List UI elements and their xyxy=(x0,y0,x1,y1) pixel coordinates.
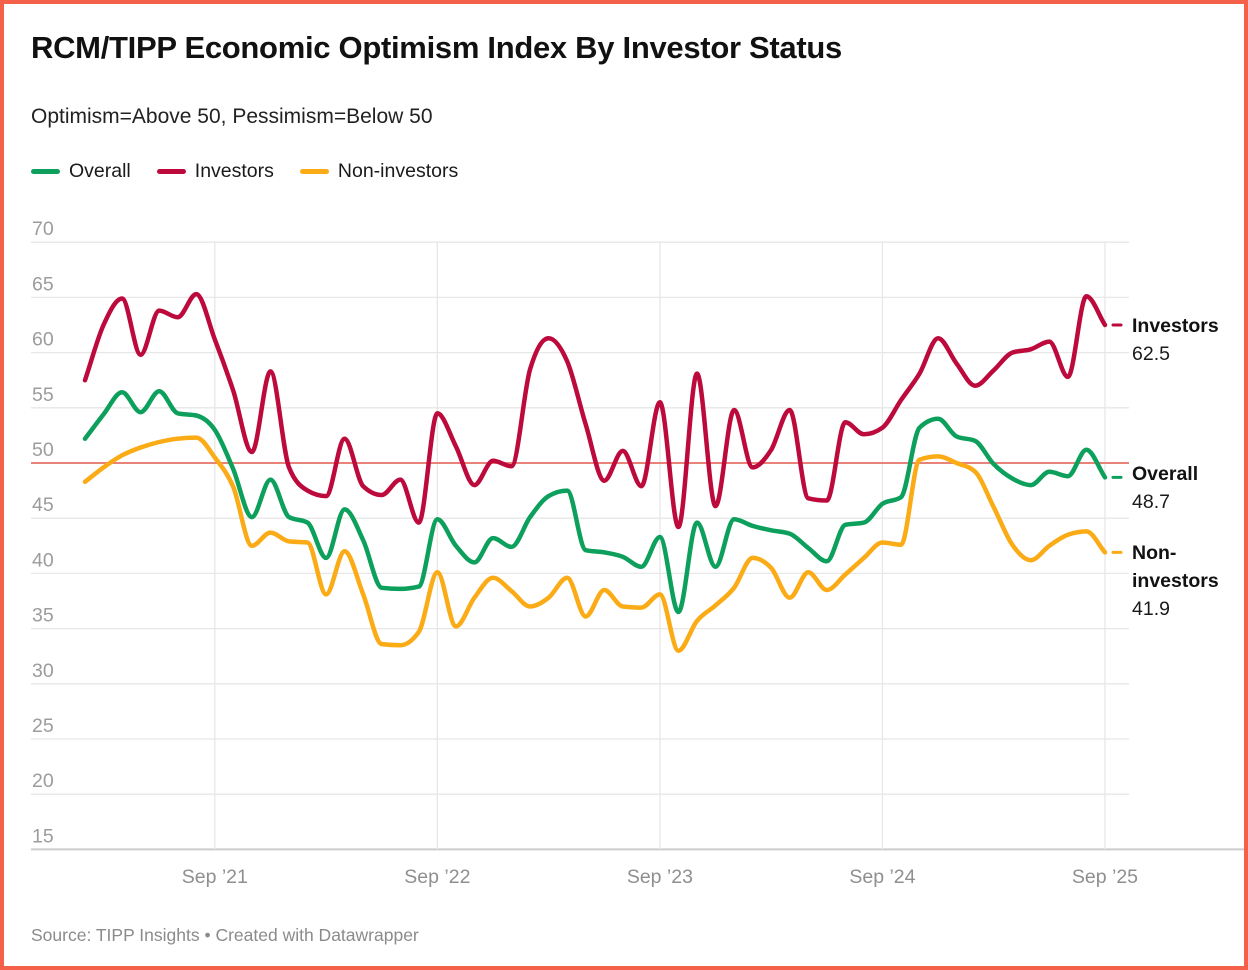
series-end-value: 62.5 xyxy=(1132,343,1170,365)
legend-item-overall: Overall xyxy=(31,160,131,183)
x-tick-label: Sep ’22 xyxy=(404,866,470,888)
y-tick-label: 60 xyxy=(32,329,54,351)
page-title: RCM/TIPP Economic Optimism Index By Inve… xyxy=(31,30,842,65)
series-end-value: 48.7 xyxy=(1132,491,1170,513)
series-line-investors xyxy=(82,291,1108,530)
series-end-value: 41.9 xyxy=(1132,598,1170,620)
source-credit: Source: TIPP Insights • Created with Dat… xyxy=(31,925,419,945)
chart-subtitle: Optimism=Above 50, Pessimism=Below 50 xyxy=(31,105,433,128)
legend-item-non-investors: Non-investors xyxy=(299,160,459,183)
y-tick-label: 70 xyxy=(32,218,54,240)
y-tick-label: 30 xyxy=(32,660,54,682)
y-tick-label: 55 xyxy=(32,384,54,406)
legend-dash-icon xyxy=(299,169,329,174)
y-tick-label: 50 xyxy=(32,439,54,461)
legend-dash-icon xyxy=(31,169,60,174)
x-tick-label: Sep ’21 xyxy=(182,866,248,888)
legend: Overall Investors Non-investors xyxy=(31,160,484,183)
series-end-name: Overall xyxy=(1132,463,1199,485)
series-line-overall xyxy=(82,388,1108,615)
legend-label: Investors xyxy=(194,160,274,182)
series-end-name: Investors xyxy=(1132,315,1219,337)
legend-dash-icon xyxy=(156,169,186,174)
x-tick-label: Sep ’24 xyxy=(849,866,915,888)
series-line-non-investors xyxy=(82,435,1108,653)
series-end-label-investors: Investors 62.5 xyxy=(1132,312,1244,368)
y-tick-label: 20 xyxy=(32,770,54,792)
x-tick-label: Sep ’23 xyxy=(627,866,693,888)
legend-item-investors: Investors xyxy=(156,160,274,183)
legend-label: Non-investors xyxy=(337,160,459,182)
x-tick-label: Sep ’25 xyxy=(1072,866,1138,888)
series-end-name: Non-investors xyxy=(1132,542,1219,592)
y-tick-label: 35 xyxy=(32,605,54,627)
series-end-label-overall: Overall 48.7 xyxy=(1132,460,1244,516)
y-tick-label: 15 xyxy=(32,825,54,847)
y-tick-label: 65 xyxy=(32,273,54,295)
y-tick-label: 25 xyxy=(32,715,54,737)
series-end-label-non-investors: Non-investors 41.9 xyxy=(1132,539,1232,623)
y-tick-label: 45 xyxy=(32,494,54,516)
y-tick-label: 40 xyxy=(32,549,54,571)
legend-label: Overall xyxy=(69,160,131,182)
line-chart-plot: 15 20 25 30 35 40 45 50 55 60 65 70 Sep ’21 Sep ’22 Se… xyxy=(31,218,1244,888)
